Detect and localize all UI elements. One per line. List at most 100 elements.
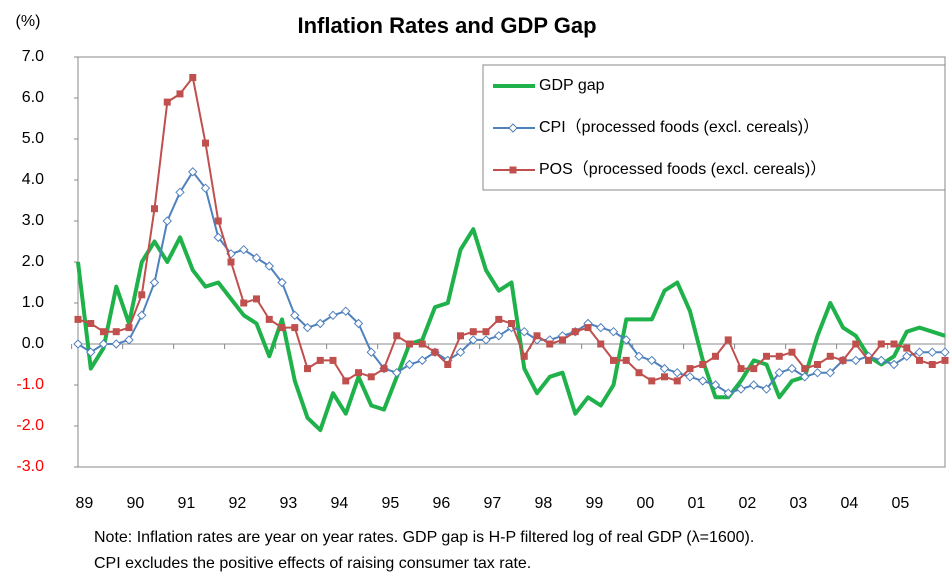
data-point xyxy=(125,324,133,332)
legend-label: GDP gap xyxy=(539,77,605,94)
data-point xyxy=(200,183,211,193)
data-point xyxy=(761,384,772,394)
data-point xyxy=(584,324,592,332)
data-point xyxy=(329,356,337,364)
legend-marker xyxy=(509,166,517,174)
data-point xyxy=(162,216,172,226)
chart-title: Inflation Rates and GDP Gap xyxy=(297,13,596,38)
data-point xyxy=(355,369,362,377)
data-point xyxy=(788,348,796,356)
x-tick-label: 04 xyxy=(840,495,858,512)
data-point xyxy=(417,355,427,366)
data-point xyxy=(876,355,886,366)
data-point xyxy=(927,347,937,357)
data-point xyxy=(546,340,554,348)
data-point xyxy=(112,328,120,336)
x-tick-label: 03 xyxy=(789,495,807,512)
data-point xyxy=(253,295,260,303)
data-point xyxy=(852,340,860,348)
x-tick-label: 89 xyxy=(75,495,93,512)
data-point xyxy=(737,365,745,373)
y-tick-label: -2.0 xyxy=(16,417,44,434)
data-point xyxy=(175,187,185,198)
data-point xyxy=(469,328,477,336)
data-point xyxy=(724,336,732,344)
data-point xyxy=(73,339,83,349)
data-point xyxy=(699,361,707,368)
data-point xyxy=(672,367,682,378)
data-point xyxy=(686,365,694,373)
data-point xyxy=(188,167,198,177)
series-line xyxy=(76,227,946,433)
data-point xyxy=(291,324,299,332)
data-point xyxy=(342,377,350,385)
data-point xyxy=(814,361,821,368)
data-point xyxy=(444,361,452,368)
data-point xyxy=(635,369,643,377)
data-point xyxy=(481,335,491,345)
y-tick-label: 0.0 xyxy=(22,335,44,352)
data-point xyxy=(468,335,478,345)
data-point xyxy=(787,363,797,374)
note: CPI excludes the positive effects of rai… xyxy=(94,555,531,572)
x-tick-label: 05 xyxy=(891,495,909,512)
data-point xyxy=(111,339,121,349)
y-tick-label: -3.0 xyxy=(16,458,44,475)
data-point xyxy=(941,356,949,364)
data-point xyxy=(508,320,515,327)
data-point xyxy=(571,328,579,336)
data-point xyxy=(227,258,235,266)
data-point xyxy=(865,356,872,364)
y-unit: (%) xyxy=(16,13,41,30)
data-point xyxy=(940,347,950,357)
data-point xyxy=(100,328,107,336)
data-point xyxy=(341,306,351,316)
y-tick-label: 7.0 xyxy=(22,48,44,65)
data-point xyxy=(608,326,619,337)
data-point xyxy=(801,365,809,373)
x-tick-label: 90 xyxy=(126,495,144,512)
data-point xyxy=(661,373,668,381)
y-tick-label: 4.0 xyxy=(22,171,44,188)
data-point xyxy=(648,377,656,385)
data-point xyxy=(251,253,262,263)
data-point xyxy=(406,340,413,348)
x-tick-label: 00 xyxy=(636,495,654,512)
y-tick-label: 5.0 xyxy=(22,130,44,147)
data-point xyxy=(800,372,810,382)
data-point xyxy=(902,351,912,362)
data-point xyxy=(826,352,834,360)
y-tick-label: -1.0 xyxy=(16,376,44,393)
data-point xyxy=(366,347,376,357)
legend-box xyxy=(482,64,946,191)
data-point xyxy=(519,326,529,337)
data-point xyxy=(74,315,82,323)
data-point xyxy=(328,310,338,321)
data-point xyxy=(404,359,415,370)
data-point xyxy=(673,377,681,385)
data-point xyxy=(98,339,109,349)
data-point xyxy=(86,347,96,357)
data-point xyxy=(750,365,758,373)
data-point xyxy=(277,277,287,288)
data-point xyxy=(712,352,719,360)
data-point xyxy=(763,352,770,360)
legend-label: CPI（processed foods (excl. cereals)） xyxy=(539,118,819,136)
legend-label: POS（processed foods (excl. cereals)） xyxy=(539,160,826,178)
data-point xyxy=(774,367,784,378)
data-point xyxy=(124,335,134,345)
data-point xyxy=(622,356,630,364)
x-tick-label: 97 xyxy=(483,495,501,512)
data-point xyxy=(290,310,300,321)
data-point xyxy=(685,372,695,382)
x-tick-label: 02 xyxy=(738,495,756,512)
data-point xyxy=(214,217,222,225)
legend-marker xyxy=(508,123,518,133)
data-point xyxy=(240,299,248,307)
data-point xyxy=(698,376,708,386)
data-point xyxy=(495,315,503,323)
data-point xyxy=(265,315,273,323)
data-point xyxy=(903,344,911,352)
data-point xyxy=(610,356,617,364)
